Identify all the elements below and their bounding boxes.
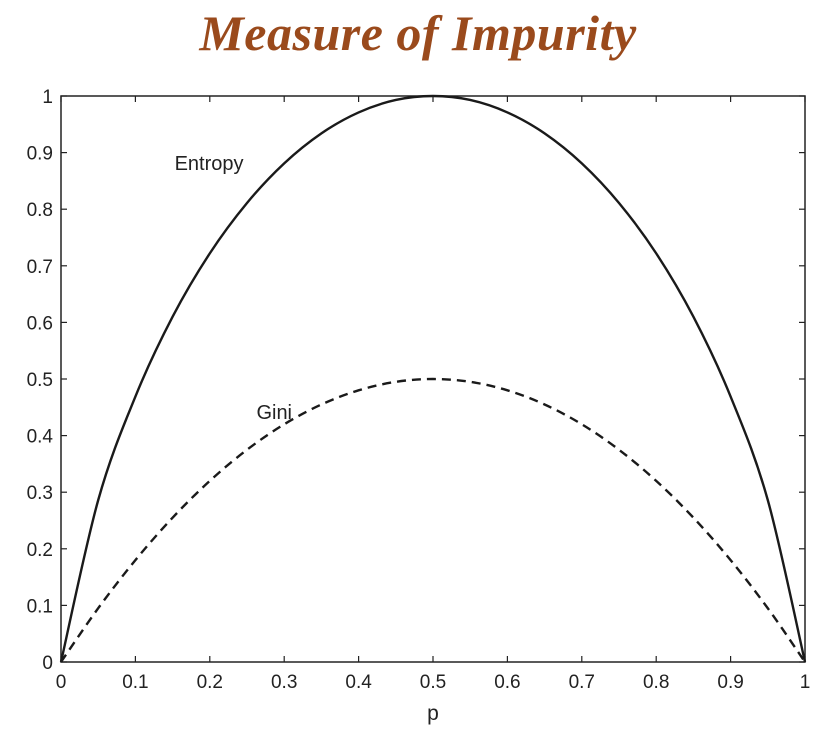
x-tick-label: 0.6 (494, 672, 520, 693)
y-tick-label: 0.8 (27, 200, 53, 221)
x-tick-label: 1 (800, 672, 811, 693)
x-tick-label: 0.5 (420, 672, 446, 693)
y-tick-label: 1 (42, 87, 53, 108)
y-tick-label: 0.3 (27, 483, 53, 504)
x-tick-label: 0.9 (717, 672, 743, 693)
series-label-entropy: Entropy (175, 153, 244, 175)
y-tick-label: 0.9 (27, 144, 53, 165)
series-line-entropy (59, 94, 807, 663)
x-tick-label: 0.3 (271, 672, 297, 693)
labels: 0 0.1 0.2 0.3 0.4 0.5 0.6 0.7 0.8 0.9 1 0 0.1 0.2 0.3 0… (27, 87, 811, 693)
y-tick-label: 0.2 (27, 540, 53, 561)
curves (59, 94, 807, 663)
series-label-gini: Gini (256, 402, 292, 424)
y-tick-label: 0.5 (27, 370, 53, 391)
x-tick-label: 0.8 (643, 672, 669, 693)
y-tick-label: 0.6 (27, 313, 53, 334)
y-tick-label: 0 (42, 653, 53, 674)
y-tick-label: 0.4 (27, 427, 54, 448)
x-tick-label: 0.1 (122, 672, 148, 693)
x-tick-label: 0 (56, 672, 67, 693)
y-tick-label: 0.1 (27, 596, 53, 617)
x-tick-label: 0.2 (197, 672, 223, 693)
slide-title: Measure of Impurity (199, 5, 637, 61)
series-line-gini (60, 377, 806, 663)
x-axis-label: p (427, 702, 439, 725)
x-tick-label: 0.4 (345, 672, 372, 693)
y-tick-label: 0.7 (27, 257, 53, 278)
x-tick-label: 0.7 (569, 672, 595, 693)
